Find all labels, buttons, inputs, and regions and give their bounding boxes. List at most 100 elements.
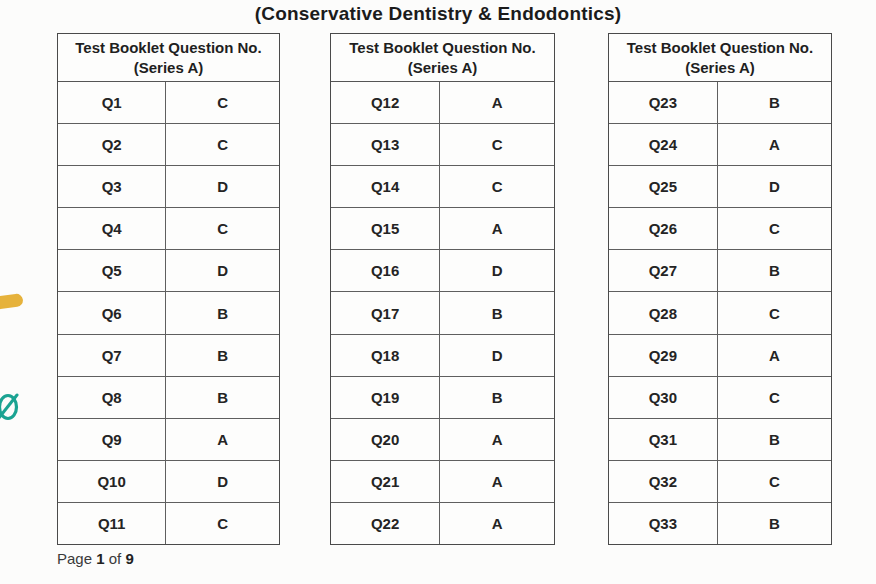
footer-label-page: Page [57, 550, 92, 567]
table-row: Q12A [331, 82, 554, 123]
table-row: Q5D [58, 249, 279, 291]
table-row: Q27B [609, 249, 831, 291]
table-rows: Q23BQ24AQ25DQ26CQ27BQ28CQ29AQ30CQ31BQ32C… [609, 82, 831, 544]
answer-table-1: Test Booklet Question No. (Series A) Q1C… [57, 33, 280, 545]
question-cell: Q5 [58, 250, 166, 291]
question-cell: Q17 [331, 292, 440, 333]
table-row: Q11C [58, 502, 279, 544]
table-row: Q8B [58, 376, 279, 418]
answer-cell: C [440, 124, 554, 165]
answer-cell: A [718, 335, 831, 376]
answer-cell: A [440, 461, 554, 502]
scanned-answer-key-page: (Conservative Dentistry & Endodontics) T… [0, 0, 876, 584]
table-header-line2: (Series A) [408, 58, 477, 78]
question-cell: Q24 [609, 124, 718, 165]
question-cell: Q8 [58, 377, 166, 418]
table-header-line2: (Series A) [134, 58, 203, 78]
table-rows: Q12AQ13CQ14CQ15AQ16DQ17BQ18DQ19BQ20AQ21A… [331, 82, 554, 544]
question-cell: Q26 [609, 208, 718, 249]
answer-cell: D [166, 461, 279, 502]
answer-cell: C [166, 208, 279, 249]
answer-cell: A [718, 124, 831, 165]
question-cell: Q2 [58, 124, 166, 165]
table-row: Q30C [609, 376, 831, 418]
answer-cell: B [718, 419, 831, 460]
answer-cell: C [718, 377, 831, 418]
answer-cell: C [718, 208, 831, 249]
table-header-line1: Test Booklet Question No. [349, 38, 535, 58]
answer-cell: C [166, 503, 279, 544]
question-cell: Q13 [331, 124, 440, 165]
answer-table-3: Test Booklet Question No. (Series A) Q23… [608, 33, 832, 545]
answer-cell: B [440, 292, 554, 333]
answer-cell: B [718, 250, 831, 291]
answer-cell: A [440, 503, 554, 544]
footer-current-page: 1 [96, 550, 104, 567]
table-row: Q6B [58, 291, 279, 333]
answer-cell: C [718, 292, 831, 333]
question-cell: Q28 [609, 292, 718, 333]
table-row: Q1C [58, 82, 279, 123]
table-row: Q7B [58, 334, 279, 376]
question-cell: Q22 [331, 503, 440, 544]
table-row: Q2C [58, 123, 279, 165]
answer-cell: B [166, 377, 279, 418]
table-row: Q21A [331, 460, 554, 502]
answer-cell: B [718, 82, 831, 123]
table-row: Q4C [58, 207, 279, 249]
answer-cell: A [440, 208, 554, 249]
footer-total-pages: 9 [125, 550, 133, 567]
table-row: Q17B [331, 291, 554, 333]
table-header-line2: (Series A) [685, 58, 754, 78]
table-row: Q33B [609, 502, 831, 544]
question-cell: Q9 [58, 419, 166, 460]
yellow-highlighter-mark [0, 293, 24, 310]
question-cell: Q3 [58, 166, 166, 207]
answer-cell: D [440, 250, 554, 291]
answer-cell: B [440, 377, 554, 418]
question-cell: Q6 [58, 292, 166, 333]
answer-cell: A [440, 419, 554, 460]
footer-label-of: of [109, 550, 122, 567]
answer-cell: C [440, 166, 554, 207]
question-cell: Q31 [609, 419, 718, 460]
answer-table-2: Test Booklet Question No. (Series A) Q12… [330, 33, 555, 545]
table-row: Q23B [609, 82, 831, 123]
table-row: Q25D [609, 165, 831, 207]
question-cell: Q33 [609, 503, 718, 544]
question-cell: Q21 [331, 461, 440, 502]
table-row: Q28C [609, 291, 831, 333]
table-rows: Q1CQ2CQ3DQ4CQ5DQ6BQ7BQ8BQ9AQ10DQ11C [58, 82, 279, 544]
answer-cell: C [718, 461, 831, 502]
table-row: Q20A [331, 418, 554, 460]
table-row: Q16D [331, 249, 554, 291]
answer-cell: A [440, 82, 554, 123]
table-row: Q15A [331, 207, 554, 249]
table-row: Q32C [609, 460, 831, 502]
answer-cell: B [166, 292, 279, 333]
question-cell: Q30 [609, 377, 718, 418]
table-row: Q19B [331, 376, 554, 418]
teal-circle-slash-scribble [0, 388, 22, 424]
answer-cell: D [718, 166, 831, 207]
table-row: Q29A [609, 334, 831, 376]
question-cell: Q7 [58, 335, 166, 376]
table-header: Test Booklet Question No. (Series A) [58, 34, 279, 82]
answer-cell: C [166, 82, 279, 123]
question-cell: Q27 [609, 250, 718, 291]
question-cell: Q10 [58, 461, 166, 502]
question-cell: Q1 [58, 82, 166, 123]
table-row: Q10D [58, 460, 279, 502]
question-cell: Q16 [331, 250, 440, 291]
table-row: Q18D [331, 334, 554, 376]
question-cell: Q11 [58, 503, 166, 544]
table-row: Q14C [331, 165, 554, 207]
question-cell: Q20 [331, 419, 440, 460]
question-cell: Q14 [331, 166, 440, 207]
question-cell: Q23 [609, 82, 718, 123]
answer-cell: C [166, 124, 279, 165]
answer-cell: B [718, 503, 831, 544]
answer-cell: D [166, 250, 279, 291]
table-row: Q24A [609, 123, 831, 165]
answer-cell: D [440, 335, 554, 376]
